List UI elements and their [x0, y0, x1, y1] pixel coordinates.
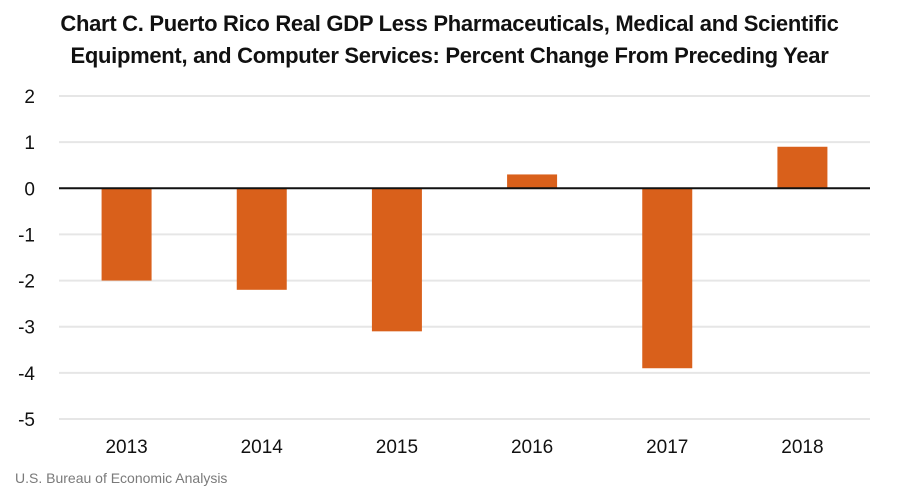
x-axis-ticks: 2013 2014 2015 2016 2017 2018 — [105, 437, 823, 458]
y-tick-label: -4 — [18, 364, 35, 385]
bar-2016 — [507, 174, 558, 189]
x-tick-label: 2018 — [781, 437, 823, 458]
bars — [101, 146, 828, 369]
bar-2015 — [371, 188, 422, 332]
x-tick-label: 2014 — [241, 437, 284, 458]
chart-title-line-1: Chart C. Puerto Rico Real GDP Less Pharm… — [60, 11, 839, 36]
bar-2017 — [642, 188, 693, 369]
bar-2014 — [236, 188, 287, 290]
y-tick-label: -5 — [18, 410, 35, 431]
x-tick-label: 2013 — [105, 437, 147, 458]
gridlines — [59, 95, 870, 420]
bar-2013 — [101, 188, 152, 281]
y-tick-label: 0 — [24, 179, 35, 200]
x-tick-label: 2015 — [376, 437, 418, 458]
y-tick-label: 1 — [24, 133, 35, 154]
chart-title-line-2: Equipment, and Computer Services: Percen… — [70, 43, 829, 68]
chart-title: Chart C. Puerto Rico Real GDP Less Pharm… — [0, 8, 899, 72]
source-note: U.S. Bureau of Economic Analysis — [15, 470, 228, 486]
y-tick-label: -2 — [18, 272, 35, 293]
x-tick-label: 2016 — [511, 437, 553, 458]
x-tick-label: 2017 — [646, 437, 688, 458]
bar-2018 — [777, 146, 828, 189]
y-tick-label: -1 — [18, 225, 35, 246]
y-tick-label: 2 — [24, 87, 35, 108]
y-tick-label: -3 — [18, 318, 35, 339]
y-axis-ticks: 2 1 0 -1 -2 -3 -4 -5 — [18, 87, 35, 431]
